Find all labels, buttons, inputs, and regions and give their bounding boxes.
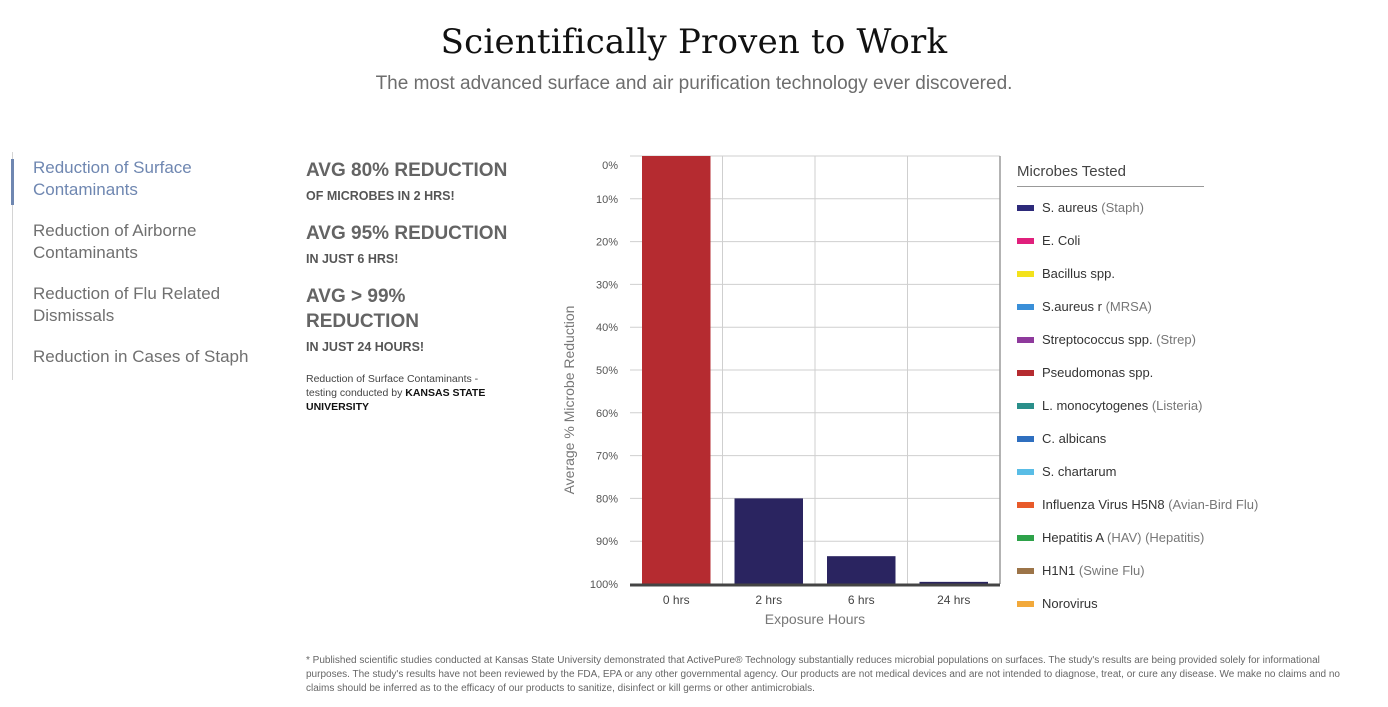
legend-item: S.aureus r (MRSA): [1017, 290, 1317, 323]
legend-item: S. aureus (Staph): [1017, 191, 1317, 224]
legend-item: Influenza Virus H5N8 (Avian-Bird Flu): [1017, 488, 1317, 521]
legend-swatch: [1017, 271, 1034, 277]
legend-swatch: [1017, 535, 1034, 541]
legend-label: Hepatitis A: [1042, 530, 1104, 545]
stat-detail: IN JUST 24 HOURS!: [306, 340, 425, 354]
legend-swatch: [1017, 205, 1034, 211]
legend-items: S. aureus (Staph) E. Coli Bacillus spp. S.a…: [1017, 191, 1317, 620]
legend-swatch: [1017, 337, 1034, 343]
tab-surface-contaminants[interactable]: Reduction of Surface Contaminants: [11, 157, 283, 205]
legend: Microbes Tested S. aureus (Staph) E. Coli…: [1017, 163, 1317, 620]
legend-label: Streptococcus spp.: [1042, 332, 1153, 347]
y-tick-label: 40%: [596, 322, 618, 334]
legend-item: Norovirus: [1017, 587, 1317, 620]
legend-item: S. chartarum: [1017, 455, 1317, 488]
legend-label-extra: (HAV) (Hepatitis): [1103, 530, 1205, 545]
legend-label-extra: (Swine Flu): [1075, 563, 1145, 578]
y-tick-label: 100%: [590, 579, 618, 591]
legend-item: Streptococcus spp. (Strep): [1017, 323, 1317, 356]
x-tick-label: 2 hrs: [755, 593, 782, 607]
page-title: Scientifically Proven to Work: [440, 22, 948, 62]
legend-label: Norovirus: [1042, 596, 1098, 611]
legend-label: H1N1: [1042, 563, 1076, 578]
legend-item: C. albicans: [1017, 422, 1317, 455]
legend-label: Bacillus spp.: [1042, 266, 1115, 281]
legend-label-extra: (Avian-Bird Flu): [1164, 497, 1259, 512]
bar-0-hrs: [642, 156, 711, 584]
legend-item: Pseudomonas spp.: [1017, 356, 1317, 389]
x-tick-label: 6 hrs: [848, 593, 875, 607]
legend-label: Pseudomonas spp.: [1042, 365, 1154, 380]
bar-2-hrs: [734, 498, 803, 584]
study-note-institution: KANSAS STATE UNIVERSITY: [306, 387, 486, 413]
y-axis-label: Average % Microbe Reduction: [561, 306, 577, 495]
study-tab-list: Reduction of Surface Contaminants Reduct…: [11, 152, 283, 380]
legend-label: Influenza Virus H5N8: [1042, 497, 1165, 512]
disclaimer-footnote: * Published scientific studies conducted…: [306, 655, 1340, 694]
tab-flu-dismissals[interactable]: Reduction of Flu Related Dismissals: [33, 284, 221, 325]
legend-swatch: [1017, 304, 1034, 310]
y-tick-label: 20%: [596, 237, 618, 249]
legend-label-extra: (Strep): [1152, 332, 1196, 347]
reduction-bar-chart: 0% 10% 20% 30% 40% 50% 60% 70% 80% 90% 100% 0 hrs 2 …: [561, 155, 1001, 627]
y-tick-label: 90%: [596, 536, 618, 548]
x-tick-label: 24 hrs: [937, 593, 970, 607]
y-tick-label: 0%: [602, 160, 618, 172]
legend-swatch: [1017, 370, 1034, 376]
stats-panel: AVG 80% REDUCTION OF MICROBES IN 2 HRS! …: [306, 158, 526, 414]
legend-label: L. monocytogenes: [1042, 398, 1149, 413]
tab-staph-cases[interactable]: Reduction in Cases of Staph: [33, 347, 249, 366]
legend-item: L. monocytogenes (Listeria): [1017, 389, 1317, 422]
bar-24-hrs: [919, 581, 988, 584]
legend-label-extra: (Listeria): [1148, 398, 1203, 413]
y-tick-label: 30%: [596, 279, 618, 291]
x-tick-label: 0 hrs: [663, 593, 690, 607]
legend-swatch: [1017, 436, 1034, 442]
legend-label: S.aureus r: [1042, 299, 1102, 314]
legend-swatch: [1017, 568, 1034, 574]
legend-label: C. albicans: [1042, 431, 1107, 446]
legend-item: E. Coli: [1017, 224, 1317, 257]
legend-swatch: [1017, 502, 1034, 508]
stat-headline: AVG 80% REDUCTION: [306, 160, 508, 181]
legend-swatch: [1017, 469, 1034, 475]
y-tick-label: 60%: [596, 408, 618, 420]
legend-label-extra: (MRSA): [1101, 299, 1152, 314]
legend-label: E. Coli: [1042, 233, 1081, 248]
legend-swatch: [1017, 238, 1034, 244]
bar-6-hrs: [827, 556, 896, 584]
legend-item: Hepatitis A (HAV) (Hepatitis): [1017, 521, 1317, 554]
y-tick-label: 70%: [596, 451, 618, 463]
legend-label: S. chartarum: [1042, 464, 1117, 479]
legend-label: S. aureus: [1042, 200, 1098, 215]
x-axis-label: Exposure Hours: [765, 611, 865, 627]
study-note-text: Reduction of Surface Contaminants - test…: [306, 373, 479, 399]
y-tick-label: 10%: [596, 194, 618, 206]
legend-label-extra: (Staph): [1097, 200, 1144, 215]
y-tick-label: 50%: [596, 365, 618, 377]
legend-swatch: [1017, 403, 1034, 409]
stat-headline: AVG 95% REDUCTION: [306, 223, 508, 244]
stat-headline: AVG > 99% REDUCTION: [306, 286, 419, 332]
study-note: Reduction of Surface Contaminants - test…: [306, 372, 506, 414]
page-subtitle: The most advanced surface and air purifi…: [375, 73, 1013, 94]
legend-item: Bacillus spp.: [1017, 257, 1317, 290]
legend-title: Microbes Tested: [1017, 163, 1204, 187]
tab-airborne-contaminants[interactable]: Reduction of Airborne Contaminants: [33, 221, 197, 262]
y-tick-label: 80%: [596, 493, 618, 505]
stat-detail: OF MICROBES IN 2 HRS!: [306, 189, 455, 203]
legend-swatch: [1017, 601, 1034, 607]
stat-detail: IN JUST 6 HRS!: [306, 252, 399, 266]
legend-item: H1N1 (Swine Flu): [1017, 554, 1317, 587]
